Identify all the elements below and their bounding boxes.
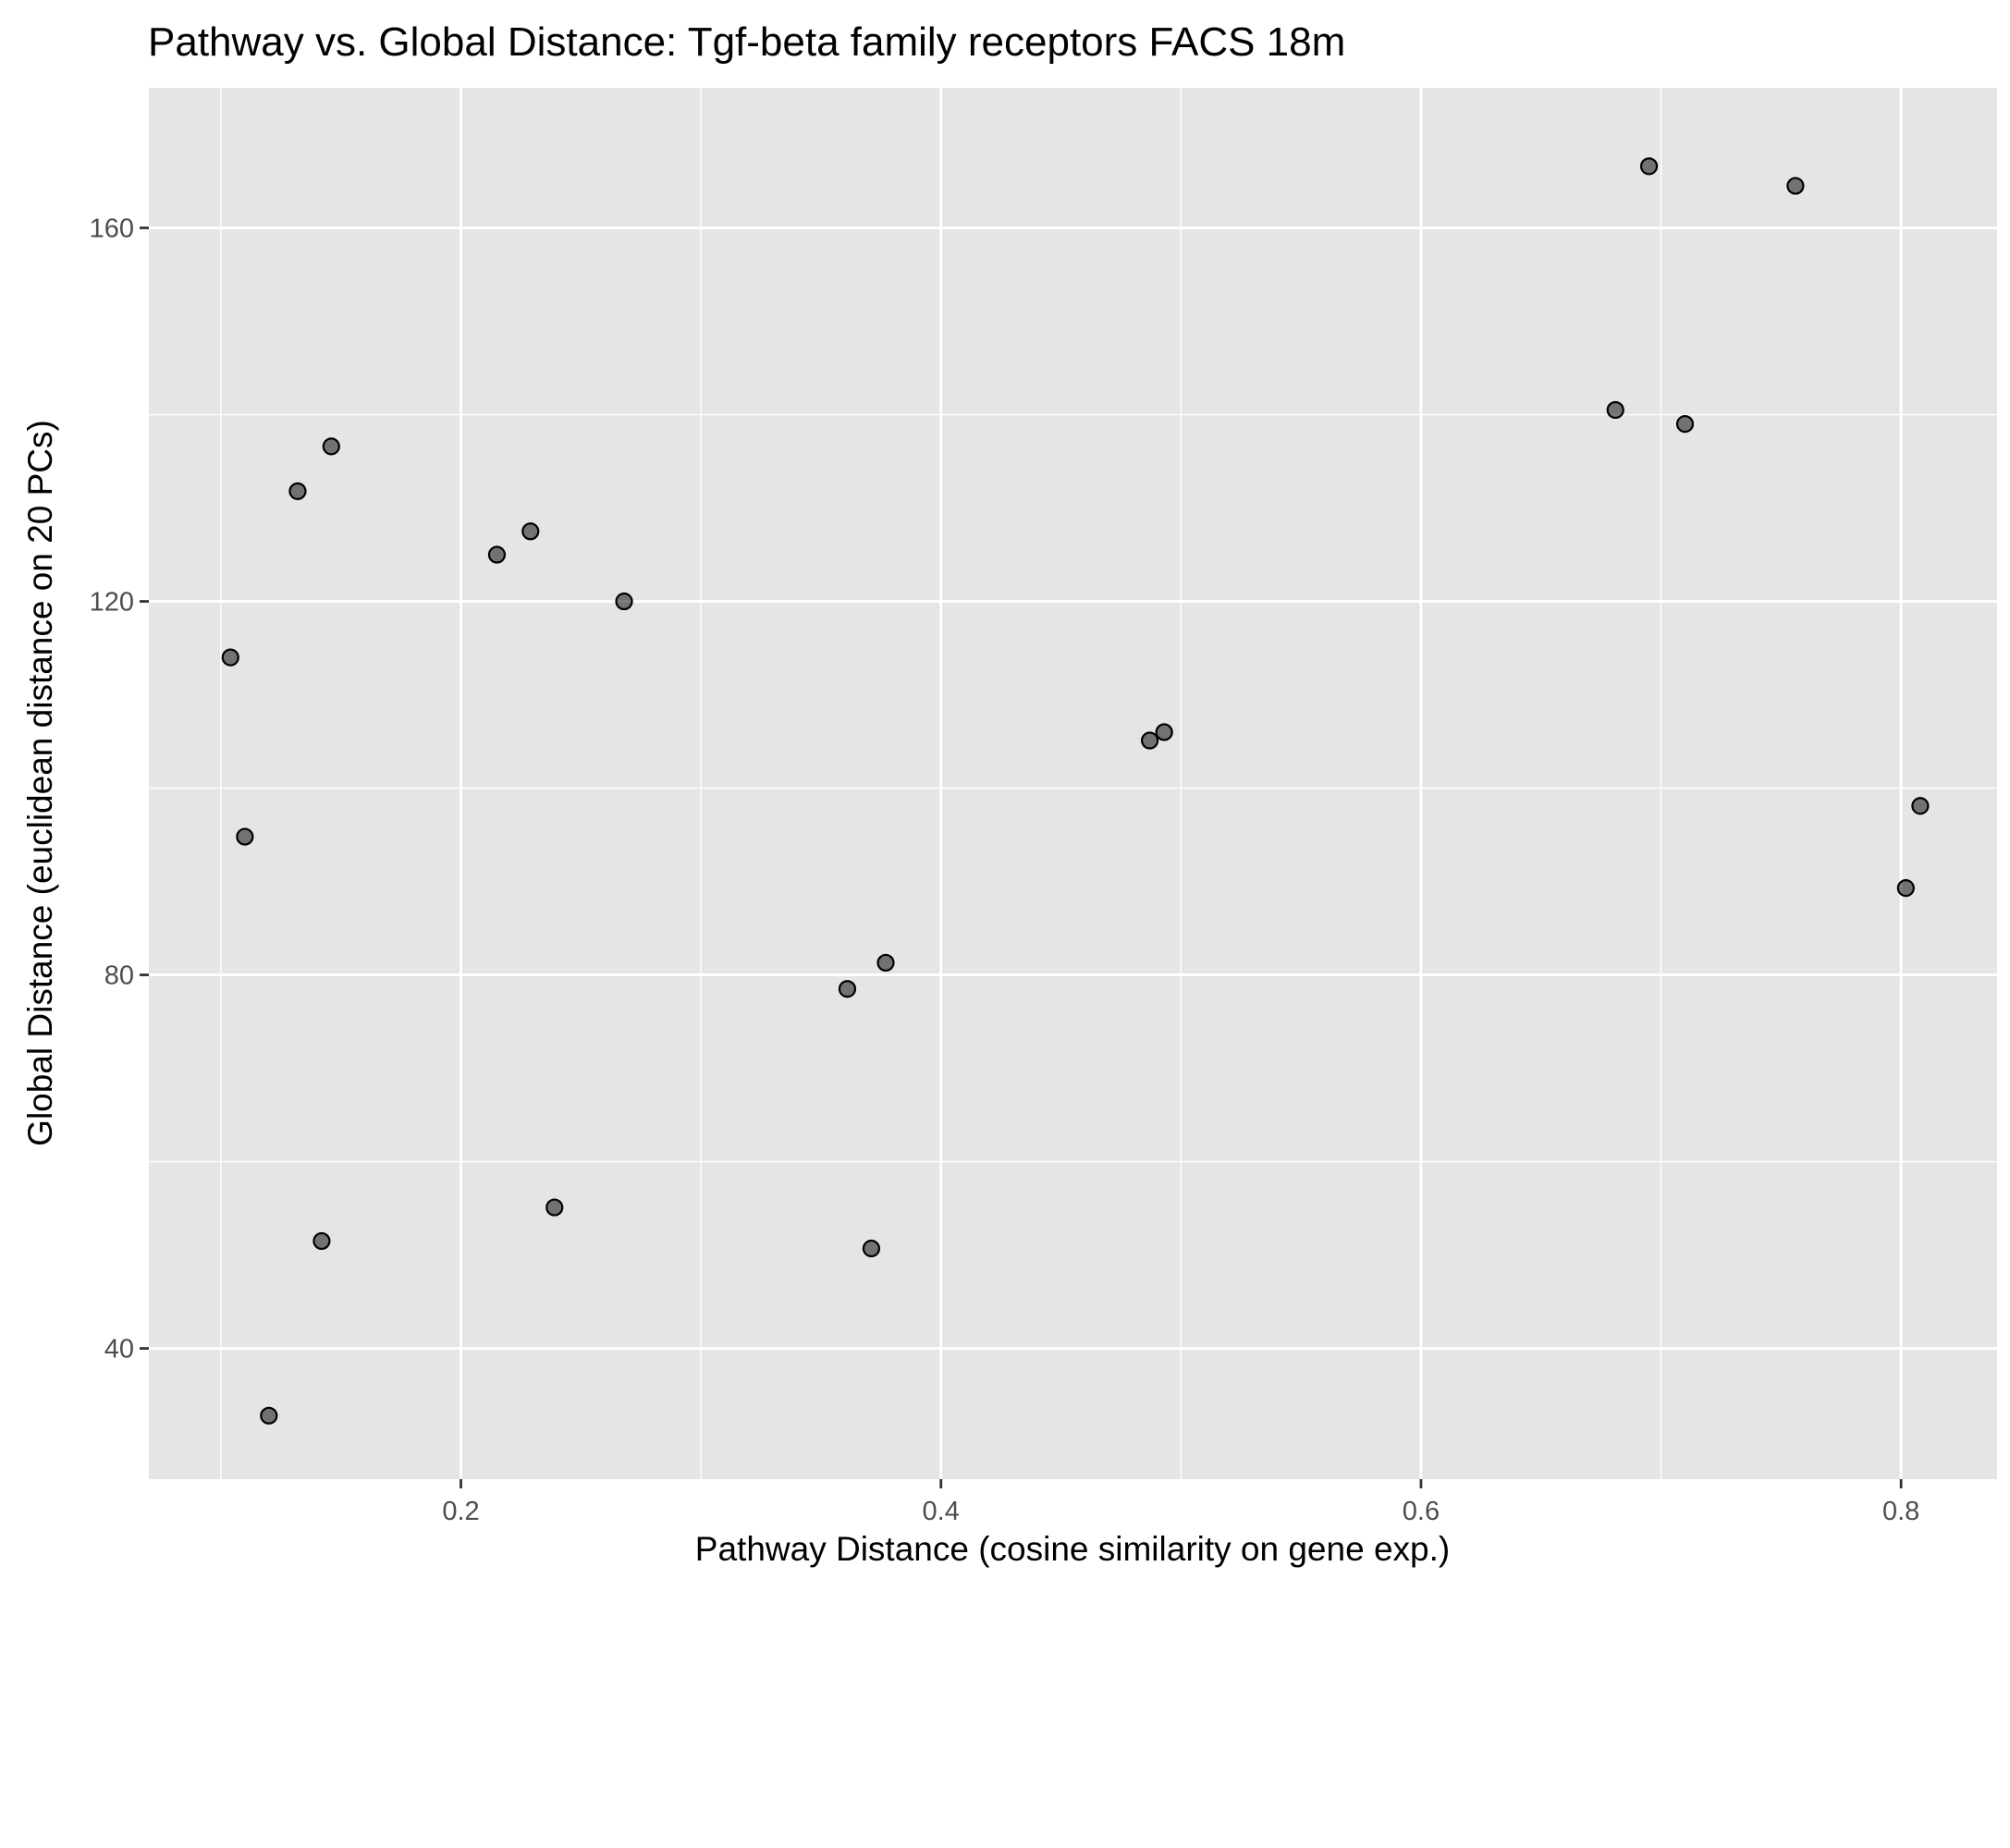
x-tick-label: 0.6 bbox=[1403, 1497, 1440, 1526]
scatter-point bbox=[313, 1231, 331, 1251]
scatter-point bbox=[236, 827, 254, 846]
scatter-point bbox=[221, 648, 239, 667]
scatter-point bbox=[322, 437, 340, 456]
x-tick-label: 0.8 bbox=[1882, 1497, 1919, 1526]
y-axis: 40 80 120 160 bbox=[90, 214, 149, 1365]
scatter-point bbox=[260, 1406, 278, 1425]
scatter-point bbox=[838, 980, 857, 998]
data-points bbox=[221, 157, 1930, 1425]
scatter-point bbox=[1606, 400, 1624, 420]
scatter-point bbox=[1639, 157, 1659, 176]
x-tick-label: 0.2 bbox=[442, 1497, 479, 1526]
y-tick-label: 80 bbox=[104, 961, 134, 991]
scatter-point bbox=[1786, 177, 1805, 195]
scatter-point bbox=[487, 545, 507, 564]
scatter-point bbox=[545, 1198, 564, 1217]
y-tick-label: 120 bbox=[90, 588, 134, 618]
y-tick-label: 40 bbox=[104, 1335, 134, 1365]
x-axis: 0.2 0.4 0.6 0.8 bbox=[442, 1479, 1919, 1526]
scatter-point bbox=[1155, 723, 1173, 741]
scatter-point bbox=[1675, 415, 1695, 434]
scatter-point bbox=[288, 482, 307, 500]
x-axis-title: Pathway Distance (cosine similarity on g… bbox=[695, 1530, 1450, 1568]
scatter-point bbox=[1140, 731, 1159, 750]
y-axis-title: Global Distance (euclidean distance on 2… bbox=[21, 420, 59, 1146]
scatter-point bbox=[876, 953, 895, 973]
plot-panel bbox=[149, 88, 1997, 1479]
scatter-point bbox=[862, 1239, 881, 1258]
x-tick-label: 0.4 bbox=[923, 1497, 960, 1526]
scatter-point bbox=[1911, 797, 1930, 815]
minor-gridlines bbox=[149, 88, 1997, 1479]
scatter-point bbox=[1896, 879, 1915, 898]
chart-title: Pathway vs. Global Distance: Tgf-beta fa… bbox=[148, 19, 1345, 65]
scatter-point bbox=[521, 522, 540, 541]
major-gridlines bbox=[149, 88, 1997, 1479]
scatter-point bbox=[615, 592, 633, 611]
y-tick-label: 160 bbox=[90, 214, 134, 244]
